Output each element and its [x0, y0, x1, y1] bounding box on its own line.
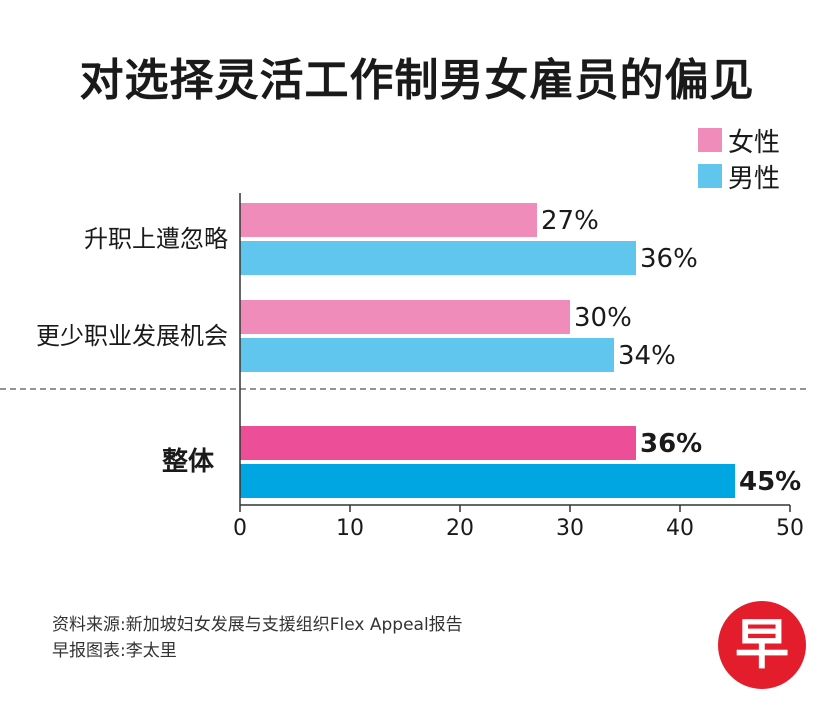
- value-label-female-0: 27%: [541, 206, 599, 236]
- x-tick-label-4: 40: [666, 516, 694, 541]
- bars-group: [240, 203, 735, 498]
- x-tick-label-0: 0: [233, 516, 247, 541]
- zaobao-logo: 早: [718, 601, 806, 689]
- bar-male-0: [240, 241, 636, 275]
- x-tick-label-1: 10: [336, 516, 364, 541]
- source-note: 资料来源:新加坡妇女发展与支援组织Flex Appeal报告: [52, 615, 463, 635]
- value-label-female-2: 36%: [640, 429, 702, 459]
- value-label-male-0: 36%: [640, 244, 698, 274]
- legend-label-male: 男性: [728, 163, 781, 194]
- value-label-male-1: 34%: [618, 341, 676, 371]
- category-label-0: 升职上遭忽略: [84, 225, 228, 253]
- legend: 女性 男性: [698, 122, 780, 194]
- value-label-female-1: 30%: [574, 303, 632, 333]
- bar-chart: 27% 36% 升职上遭忽略 30% 34% 更少职业发展机会 36% 45% 整体 0 10 20…: [0, 193, 810, 541]
- bar-male-1: [240, 338, 614, 372]
- bar-male-2: [240, 464, 735, 498]
- category-label-1: 更少职业发展机会: [36, 322, 228, 350]
- category-label-2: 整体: [162, 446, 215, 477]
- value-label-male-2: 45%: [739, 467, 801, 497]
- logo-glyph: 早: [735, 613, 789, 676]
- x-tick-label-5: 50: [776, 516, 804, 541]
- footer: 资料来源:新加坡妇女发展与支援组织Flex Appeal报告 早报图表:李太里: [52, 612, 463, 664]
- legend-label-female: 女性: [728, 127, 781, 158]
- credit-note: 早报图表:李太里: [52, 641, 177, 661]
- bar-female-1: [240, 300, 570, 334]
- chart-title: 对选择灵活工作制男女雇员的偏见: [79, 55, 755, 106]
- legend-swatch-male: [698, 164, 722, 188]
- x-tick-label-2: 20: [446, 516, 474, 541]
- x-axis-ticks: 0 10 20 30 40 50: [233, 505, 804, 541]
- logo-circle: [718, 601, 806, 689]
- labels-group: 27% 36% 升职上遭忽略 30% 34% 更少职业发展机会 36% 45% 整体: [36, 206, 801, 497]
- legend-swatch-female: [698, 128, 722, 152]
- legend-item-female: 女性: [698, 122, 780, 158]
- bar-female-2: [240, 426, 636, 460]
- x-tick-label-3: 30: [556, 516, 584, 541]
- bar-female-0: [240, 203, 537, 237]
- legend-item-male: 男性: [698, 158, 780, 194]
